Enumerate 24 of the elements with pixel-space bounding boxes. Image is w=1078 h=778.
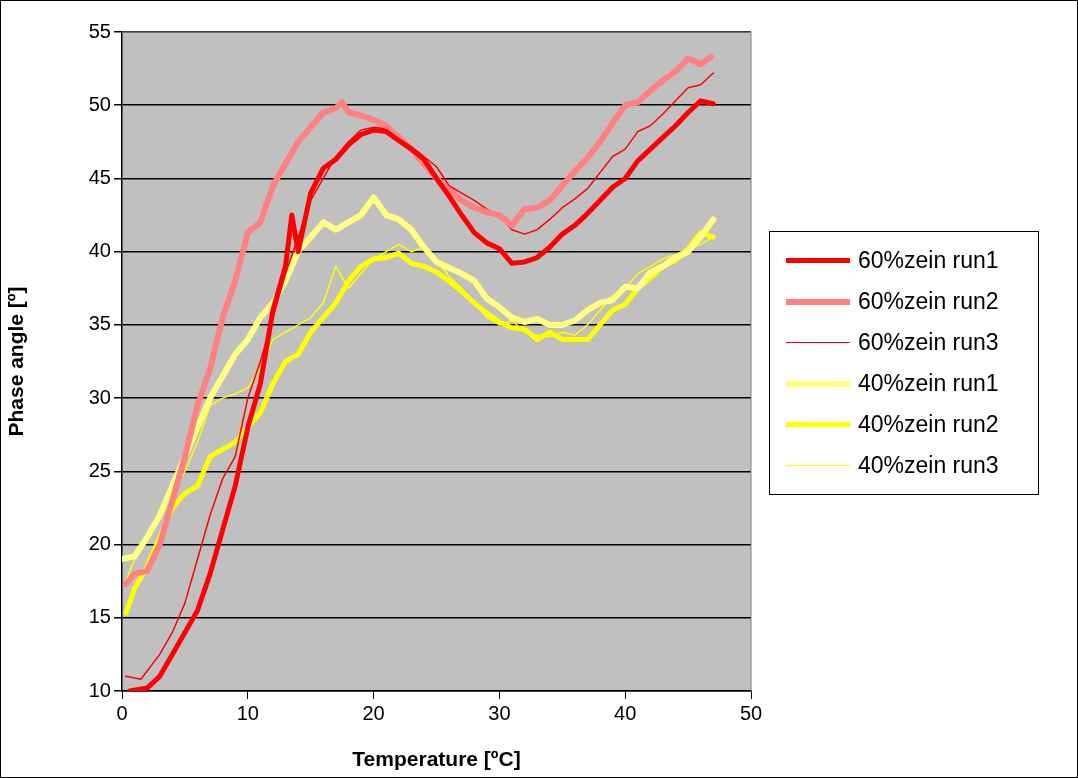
y-tick-label: 20: [88, 532, 111, 555]
legend-label: 60%zein run2: [858, 288, 999, 315]
x-tick-label: 0: [116, 701, 128, 724]
legend-label: 40%zein run1: [858, 370, 999, 397]
y-tick-label: 40: [88, 239, 111, 262]
legend-label: 40%zein run3: [858, 452, 999, 479]
y-tick-label: 30: [88, 385, 111, 408]
x-tick-label: 20: [362, 701, 385, 724]
x-tick-label: 40: [614, 701, 637, 724]
legend-label: 60%zein run1: [858, 247, 999, 274]
legend-label: 60%zein run3: [858, 329, 999, 356]
y-tick-label: 15: [88, 605, 111, 628]
x-tick-label: 30: [488, 701, 511, 724]
y-tick-label: 45: [88, 165, 111, 188]
x-axis-title: Temperature [ºC]: [352, 747, 521, 771]
y-tick-label: 25: [88, 458, 111, 481]
legend-label: 40%zein run2: [858, 411, 999, 438]
y-tick-label: 55: [88, 19, 111, 42]
x-tick-label: 50: [739, 701, 763, 724]
y-axis-title: Phase angle [º]: [4, 286, 28, 437]
y-tick-label: 35: [88, 312, 111, 335]
x-tick-label: 10: [236, 701, 259, 724]
y-tick-label: 10: [88, 678, 111, 701]
y-tick-label: 50: [88, 92, 111, 115]
